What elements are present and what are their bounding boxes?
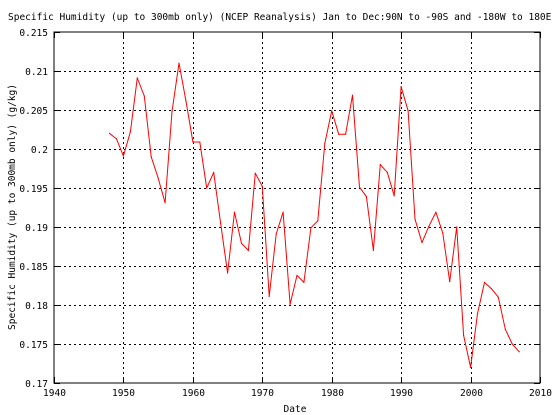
- y-tick-labels: 0.17 0.175 0.18 0.185 0.19 0.195 0.2 0.205 0.21 0…: [19, 28, 48, 390]
- data-point: [115, 138, 118, 140]
- data-point: [150, 156, 152, 158]
- y-tick-label: 0.195: [19, 184, 48, 195]
- data-point: [463, 334, 465, 336]
- y-tick-label: 0.185: [19, 262, 48, 273]
- grid: [54, 32, 540, 383]
- data-point: [317, 220, 319, 222]
- data-point: [442, 232, 444, 234]
- data-point: [240, 242, 243, 244]
- data-point: [324, 142, 326, 145]
- x-tick-label: 2000: [460, 388, 483, 399]
- data-point: [171, 111, 173, 113]
- data-point: [414, 218, 416, 220]
- x-axis-label: Date: [284, 404, 307, 415]
- x-tick-label: 1970: [251, 388, 274, 399]
- y-tick-label: 0.215: [19, 28, 48, 39]
- data-point: [428, 225, 430, 227]
- y-tick-label: 0.175: [19, 340, 48, 351]
- data-point: [213, 171, 215, 173]
- data-point: [122, 155, 124, 157]
- data-point: [206, 187, 208, 189]
- data-point: [310, 227, 312, 229]
- y-tick-label: 0.21: [25, 67, 48, 78]
- y-tick-label: 0.205: [19, 106, 48, 117]
- data-point: [331, 110, 333, 112]
- data-point: [261, 185, 263, 187]
- data-point: [157, 177, 159, 179]
- data-point: [185, 100, 187, 102]
- data-point: [338, 133, 340, 135]
- data-point: [233, 211, 236, 213]
- data-point: [227, 272, 229, 274]
- y-tick-label: 0.2: [31, 145, 48, 156]
- data-point: [504, 328, 506, 330]
- data-point: [456, 226, 458, 228]
- data-point: [345, 133, 347, 135]
- data-point: [372, 249, 374, 251]
- chart-title: Specific Humidity (up to 300mb only) (NC…: [8, 12, 554, 23]
- data-point: [108, 132, 111, 134]
- data-point: [497, 296, 499, 298]
- data-point: [254, 172, 256, 174]
- y-tick-label: 0.19: [25, 223, 48, 234]
- data-point: [136, 77, 138, 79]
- axis-ticks: [54, 32, 541, 384]
- data-point: [192, 141, 194, 143]
- data-point: [483, 281, 486, 283]
- y-tick-label: 0.17: [25, 379, 48, 390]
- data-point: [220, 222, 222, 224]
- plot-frame: [53, 31, 541, 384]
- y-tick-label: 0.18: [25, 301, 48, 312]
- data-point: [164, 202, 166, 204]
- x-tick-labels: 1940 1950 1960 1970 1980 1990 2000 2010: [43, 388, 552, 399]
- data-point: [476, 313, 479, 315]
- data-point: [129, 131, 131, 133]
- data-point: [289, 303, 291, 305]
- data-point: [435, 211, 437, 213]
- data-point: [303, 281, 305, 283]
- y-axis-label: Specific Humidity (up to 300mb only) (g/…: [7, 84, 18, 330]
- data-point: [490, 288, 492, 290]
- humidity-series-line: [109, 62, 520, 368]
- data-point: [351, 94, 354, 96]
- x-tick-label: 1950: [112, 388, 135, 399]
- series: [108, 62, 520, 368]
- data-point: [449, 281, 451, 283]
- x-tick-label: 1980: [321, 388, 344, 399]
- data-point: [407, 110, 409, 112]
- data-point: [178, 62, 180, 64]
- x-tick-label: 1940: [43, 388, 66, 399]
- data-point: [365, 196, 367, 198]
- data-point: [386, 171, 388, 173]
- data-point: [275, 233, 277, 235]
- data-point: [400, 86, 402, 88]
- x-tick-label: 1960: [182, 388, 205, 399]
- data-point: [282, 211, 284, 213]
- x-tick-label: 2010: [529, 388, 552, 399]
- data-point: [470, 366, 472, 368]
- data-point: [296, 274, 298, 276]
- data-point: [268, 295, 270, 297]
- x-tick-label: 1990: [390, 388, 413, 399]
- data-point: [143, 95, 145, 97]
- data-point: [511, 343, 513, 345]
- data-point: [358, 186, 361, 188]
- data-point: [393, 195, 395, 197]
- data-point: [247, 249, 249, 251]
- data-point: [379, 164, 381, 166]
- data-point: [518, 351, 520, 353]
- data-point: [199, 141, 201, 143]
- data-point: [421, 242, 423, 244]
